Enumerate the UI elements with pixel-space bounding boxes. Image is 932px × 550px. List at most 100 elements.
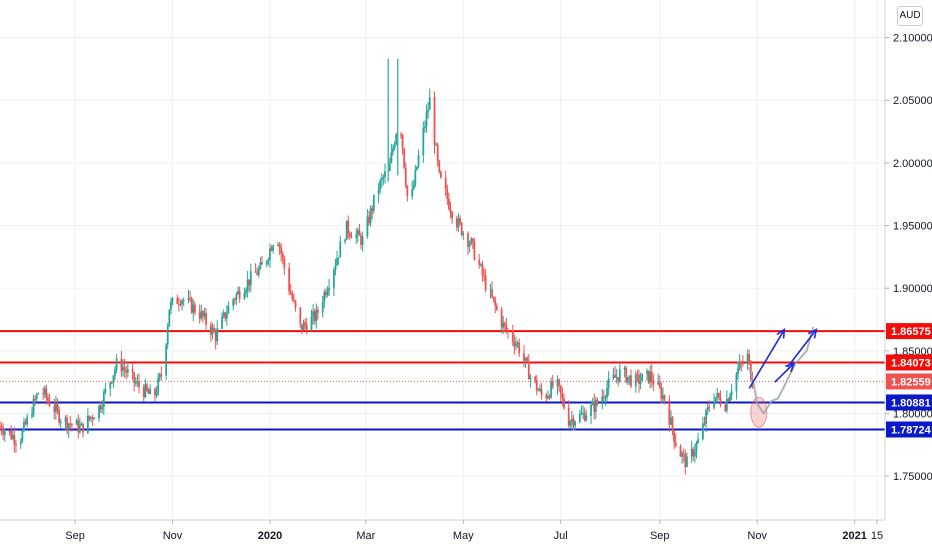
projection-arrow — [748, 329, 786, 389]
candle-body — [558, 379, 561, 386]
candle-body — [334, 265, 337, 270]
candle-body — [66, 417, 68, 430]
y-tick-label: 1.80000 — [893, 408, 932, 420]
candlesticks — [0, 58, 754, 475]
candle-body — [686, 456, 688, 468]
price-level-tags: 1.86575 1.84073 1.82559 1.80881 1.78724 — [886, 323, 932, 438]
candle-body — [679, 446, 682, 457]
candle-body — [433, 97, 436, 146]
candle-body — [580, 413, 583, 415]
y-tick-label: 1.90000 — [893, 283, 932, 295]
candle-body — [623, 367, 626, 370]
candle-body — [511, 331, 514, 342]
candle-body — [662, 395, 664, 399]
currency-unit-label[interactable]: AUD — [897, 6, 923, 26]
candle-body — [11, 435, 14, 439]
candle-body — [21, 430, 24, 442]
candle-body — [634, 374, 637, 387]
candle-body — [277, 244, 279, 246]
candle-body — [411, 189, 414, 197]
candle-body — [545, 394, 548, 399]
candle-body — [500, 309, 503, 328]
candle-body — [80, 423, 83, 426]
candle-body — [614, 374, 616, 378]
candle-body — [155, 392, 158, 396]
candle-body — [238, 290, 241, 299]
price-axis[interactable]: 1.750001.800001.850001.900001.950002.000… — [885, 33, 932, 484]
candle-body — [582, 412, 584, 414]
candle-body — [70, 424, 73, 426]
candle-body — [323, 292, 326, 303]
annotations[interactable] — [748, 326, 818, 428]
x-tick-label: Nov — [163, 530, 183, 542]
candle-body — [138, 381, 140, 388]
x-tick-label: 15 — [871, 530, 883, 542]
candle-body — [34, 398, 37, 400]
candle-body — [198, 312, 201, 319]
candle-body — [384, 171, 386, 178]
candle-body — [527, 360, 530, 380]
candle-body — [725, 398, 728, 411]
candle-body — [86, 415, 89, 433]
candle-body — [483, 274, 485, 276]
candle-body — [746, 354, 749, 364]
candle-body — [467, 233, 469, 247]
candle-body — [45, 388, 48, 398]
candle-body — [101, 406, 104, 410]
candle-body — [590, 404, 592, 416]
candle-body — [187, 297, 190, 300]
candle-body — [471, 238, 474, 242]
x-tick-label: May — [453, 530, 474, 542]
candle-body — [120, 358, 123, 371]
candle-body — [339, 241, 342, 258]
candle-body — [136, 381, 139, 383]
candle-body — [53, 405, 56, 413]
candle-body — [361, 236, 364, 245]
time-axis[interactable]: Sep Nov 2020 Mar May Jul Sep Nov 2021 15 — [65, 520, 883, 542]
candle-body — [435, 144, 438, 146]
candle-body — [214, 331, 217, 342]
candle-body — [556, 379, 559, 387]
candle-body — [232, 299, 235, 307]
candle-body — [492, 296, 495, 300]
candle-body — [23, 421, 25, 431]
horizontal-levels[interactable] — [0, 330, 885, 431]
candle-body — [460, 222, 463, 235]
candle-body — [451, 212, 453, 219]
candle-body — [125, 370, 128, 373]
candle-body — [636, 374, 639, 376]
candle-body — [224, 312, 227, 319]
candle-body — [481, 264, 484, 275]
candle-body — [489, 289, 492, 291]
candle-body — [283, 257, 286, 269]
candle-body — [670, 417, 672, 425]
candle-body — [35, 394, 38, 400]
candle-body — [591, 401, 594, 405]
candle-body — [181, 300, 184, 305]
candle-body — [369, 208, 372, 224]
candle-body — [422, 127, 425, 156]
level-tag-text: 1.82559 — [891, 376, 931, 388]
candle-body — [149, 388, 152, 394]
candle-body — [299, 307, 302, 325]
candle-body — [494, 299, 497, 306]
candle-body — [293, 299, 295, 301]
candle-body — [170, 301, 172, 310]
candle-body — [249, 271, 252, 286]
candle-body — [414, 169, 417, 186]
candle-body — [193, 304, 196, 313]
candle-body — [246, 279, 249, 290]
candle-body — [534, 376, 537, 381]
candle-body — [393, 144, 396, 149]
candle-body — [114, 369, 116, 376]
candle-body — [19, 441, 22, 445]
candle-body — [37, 393, 40, 395]
candle-body — [256, 272, 259, 276]
candle-body — [708, 407, 711, 409]
candle-body — [358, 230, 361, 236]
x-tick-label: Mar — [356, 530, 375, 542]
candle-body — [495, 305, 498, 310]
candle-body — [705, 410, 707, 424]
candle-body — [681, 453, 684, 457]
